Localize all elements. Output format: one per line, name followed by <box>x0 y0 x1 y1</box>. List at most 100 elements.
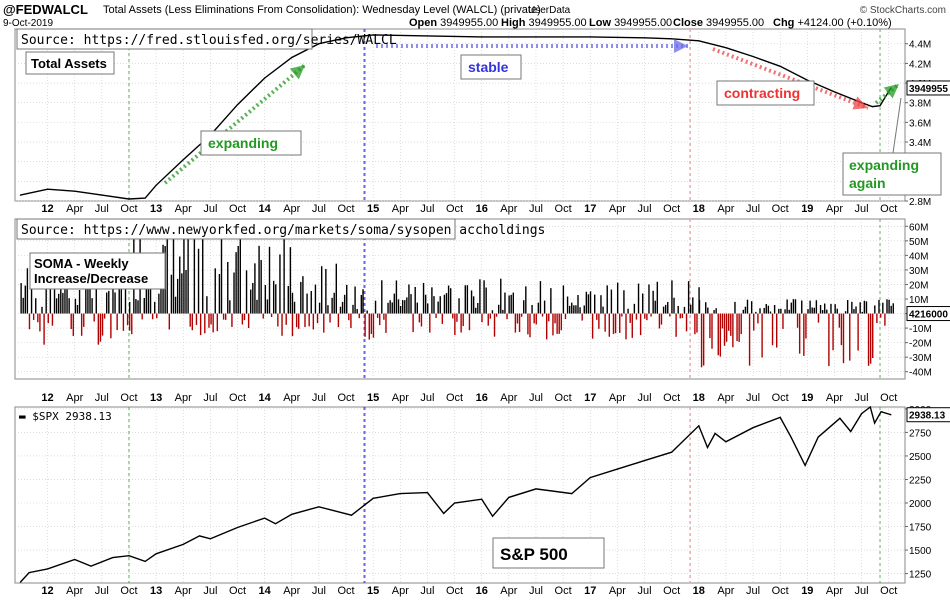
soma-bar-decrease <box>803 313 805 356</box>
x-tick-label: Apr <box>392 203 409 215</box>
soma-bar-increase <box>254 263 256 314</box>
soma-bar-increase <box>272 280 275 314</box>
soma-bar-increase <box>531 305 533 314</box>
soma-bar-increase <box>750 301 753 314</box>
soma-bar-decrease <box>869 313 872 364</box>
soma-bar-decrease <box>535 313 537 325</box>
soma-bar-increase <box>713 310 715 314</box>
x-tick-label: Jul <box>637 203 651 215</box>
soma-bar-increase <box>539 281 542 314</box>
soma-bar-decrease <box>719 313 722 357</box>
soma-bar-decrease <box>101 313 104 336</box>
x-tick-label: Oct <box>229 392 246 404</box>
y-tick-label: 1250 <box>909 570 932 581</box>
arrow-expanding-head <box>289 65 305 80</box>
soma-bar-decrease <box>191 313 193 331</box>
soma-bar-decrease <box>304 313 306 328</box>
x-tick-label: Oct <box>337 585 354 597</box>
spx-legend: ▬ $SPX 2938.13 <box>19 410 112 423</box>
soma-bar-decrease <box>72 313 75 336</box>
spx-point <box>209 538 211 540</box>
soma-bar-increase <box>62 292 64 314</box>
soma-bar-increase <box>352 304 354 314</box>
soma-bar-increase <box>707 307 709 314</box>
soma-bar-increase <box>579 307 581 314</box>
soma-bar-increase <box>780 308 782 314</box>
watermark: © StockCharts.com <box>860 5 946 16</box>
x-tick-label: Apr <box>283 203 300 215</box>
ohlc-open: Open 3949955.00 <box>409 17 498 29</box>
soma-bar-decrease <box>702 313 705 366</box>
spx-point <box>399 492 401 495</box>
x-tick-label: 18 <box>693 585 705 597</box>
total-assets-point <box>833 91 836 93</box>
soma-bar-increase <box>654 300 656 314</box>
soma-bar-decrease <box>685 313 688 332</box>
soma-bar-increase <box>120 268 123 314</box>
spx-point <box>274 523 277 525</box>
spx-point <box>839 417 841 419</box>
soma-bar-decrease <box>581 313 583 321</box>
spx-point <box>779 416 781 418</box>
soma-bar-increase <box>320 266 323 314</box>
source-box-1 <box>16 28 313 50</box>
soma-bar-decrease <box>514 313 517 333</box>
soma-bar-decrease <box>709 313 711 339</box>
soma-bar-increase <box>239 233 241 314</box>
spx-point <box>880 411 882 413</box>
ohlc-readout: Open 3949955.00 High 3949955.00 Low 394995… <box>409 17 892 29</box>
x-tick-label: Oct <box>229 203 246 215</box>
soma-bar-decrease <box>872 313 874 358</box>
x-tick-label: Apr <box>500 203 517 215</box>
x-tick-label: 17 <box>584 585 596 597</box>
soma-bar-increase <box>846 300 849 314</box>
soma-bar-increase <box>662 306 665 314</box>
x-tick-label: Jul <box>312 392 326 404</box>
annotation-stable: stable <box>468 59 509 75</box>
spx-point <box>28 572 30 574</box>
soma-bar-decrease <box>212 313 214 333</box>
soma-bar-decrease <box>533 313 535 324</box>
soma-bar-decrease <box>385 313 387 333</box>
soma-bar-increase <box>414 286 416 314</box>
total-assets-point <box>264 77 266 79</box>
spx-point <box>571 492 573 495</box>
soma-bar-decrease <box>270 313 273 318</box>
soma-bar-increase <box>633 303 636 314</box>
x-tick-label: 15 <box>367 392 379 404</box>
y-tick-label: 20M <box>909 280 928 291</box>
soma-bar-increase <box>623 290 625 314</box>
soma-bar-decrease <box>247 313 250 329</box>
soma-bar-decrease <box>80 313 83 336</box>
soma-bar-decrease <box>103 313 106 319</box>
soma-bar-increase <box>389 300 391 314</box>
soma-bar-decrease <box>711 313 713 349</box>
soma-bar-decrease <box>372 313 375 338</box>
soma-bar-increase <box>811 307 813 314</box>
total-assets-point <box>372 34 374 36</box>
total-assets-point <box>698 40 700 42</box>
spx-point <box>535 488 537 490</box>
soma-bar-increase <box>314 284 317 314</box>
soma-bar-increase <box>664 304 667 314</box>
user-data-label: UserData <box>528 5 571 16</box>
soma-bar-increase <box>422 282 425 314</box>
soma-bar-decrease <box>696 313 698 333</box>
last-value-box <box>906 80 950 96</box>
soma-bar-increase <box>464 285 466 314</box>
x-tick-label: Apr <box>392 585 409 597</box>
soma-bar-increase <box>374 300 377 314</box>
soma-bar-increase <box>235 252 237 314</box>
soma-bar-increase <box>327 305 329 314</box>
soma-bar-increase <box>853 309 855 314</box>
soma-bar-decrease <box>350 313 352 328</box>
x-tick-label: Jul <box>420 203 434 215</box>
soma-bar-increase <box>821 310 824 314</box>
total-assets-point <box>671 38 673 40</box>
soma-bar-increase <box>258 245 260 314</box>
total-assets-point <box>725 47 727 49</box>
soma-bar-decrease <box>520 313 523 317</box>
soma-bar-decrease <box>621 313 623 317</box>
soma-bar-decrease <box>644 313 646 319</box>
